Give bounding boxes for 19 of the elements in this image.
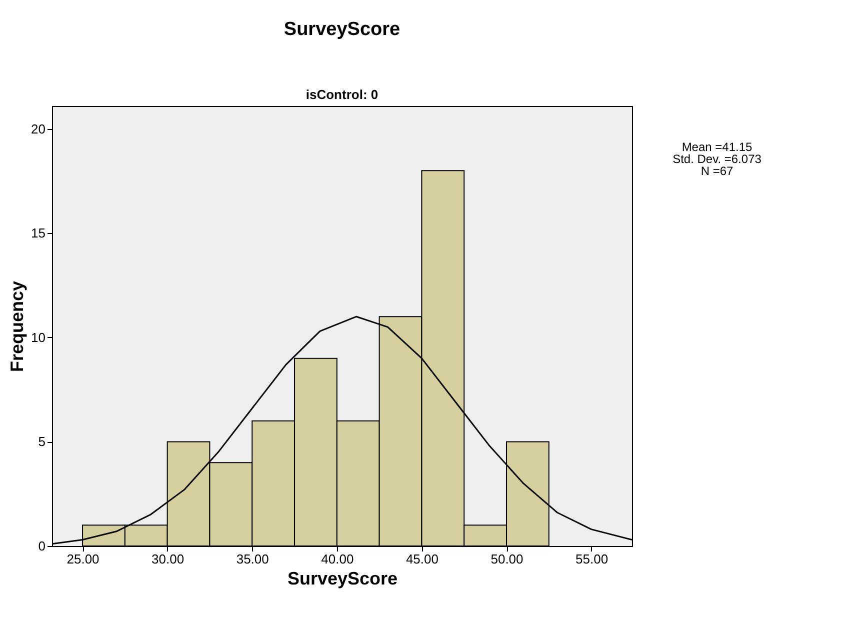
text: N =67 bbox=[700, 164, 734, 178]
x-tick-label: 30.00 bbox=[152, 552, 184, 566]
y-tick-label: 15 bbox=[31, 226, 46, 241]
text: Mean =41.15 bbox=[682, 140, 753, 154]
text: Std. Dev. =6.073 bbox=[672, 152, 762, 166]
y-tick-label: 0 bbox=[38, 538, 46, 554]
y-tick-label: 20 bbox=[31, 121, 46, 136]
x-tick-label: 35.00 bbox=[236, 552, 269, 566]
x-tick-label: 40.00 bbox=[321, 552, 354, 566]
x-axis-title: SurveyScore bbox=[287, 568, 398, 588]
y-tick-label: 10 bbox=[31, 330, 46, 345]
chart-title: SurveyScore bbox=[284, 19, 400, 40]
x-tick-label: 45.00 bbox=[406, 552, 438, 566]
x-tick-label: 25.00 bbox=[66, 552, 100, 566]
x-tick-label: 55.00 bbox=[576, 552, 608, 566]
x-tick-label: 50.00 bbox=[490, 552, 524, 566]
chart-subtitle: isControl: 0 bbox=[306, 87, 378, 102]
y-tick-label: 5 bbox=[38, 434, 46, 450]
y-axis-title: Frequency bbox=[7, 280, 28, 372]
